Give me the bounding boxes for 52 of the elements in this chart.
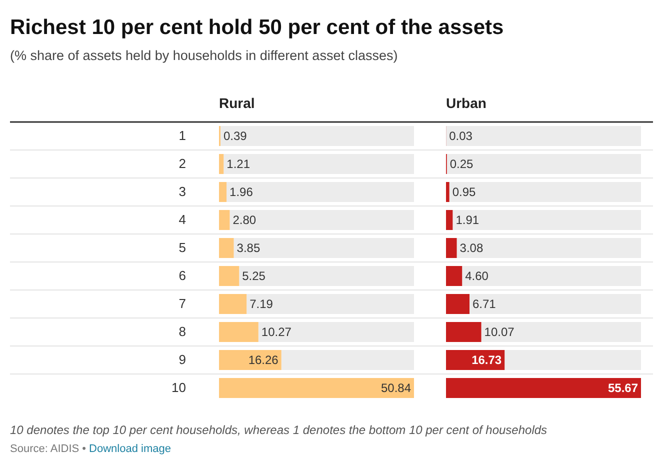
y-tick-label: 2 xyxy=(178,156,186,171)
data-label: 55.67 xyxy=(608,381,638,395)
y-tick-label: 3 xyxy=(178,184,186,199)
data-label: 0.03 xyxy=(449,129,473,143)
bar xyxy=(446,322,482,342)
bar xyxy=(446,294,470,314)
data-label: 10.27 xyxy=(261,325,292,339)
data-label: 0.95 xyxy=(452,185,476,199)
data-label: 16.26 xyxy=(248,353,279,367)
bar xyxy=(219,322,258,342)
data-label: 7.19 xyxy=(250,297,274,311)
data-label: 50.84 xyxy=(380,381,412,395)
data-label: 3.08 xyxy=(460,241,484,255)
source-note: Source: AIDIS • xyxy=(10,443,86,455)
bar xyxy=(219,154,224,174)
bar xyxy=(446,378,641,398)
bar xyxy=(446,210,453,230)
bar xyxy=(219,238,234,258)
bar xyxy=(446,238,457,258)
y-tick-label: 8 xyxy=(178,324,186,339)
x-axis-title: Rural xyxy=(219,95,255,111)
text: Download image xyxy=(86,443,171,455)
data-label: 2.80 xyxy=(232,213,256,227)
data-label: 1.96 xyxy=(230,185,254,199)
data-label: 16.73 xyxy=(472,353,502,367)
y-tick-label: 9 xyxy=(178,352,186,367)
bar xyxy=(446,182,450,202)
y-tick-label: 5 xyxy=(178,240,186,255)
data-label: 1.21 xyxy=(226,157,250,171)
bar xyxy=(219,182,227,202)
data-label: 6.71 xyxy=(472,297,496,311)
chart-subtitle: (% share of assets held by households in different asset classes) xyxy=(10,48,398,63)
bar xyxy=(219,294,247,314)
y-tick-label: 10 xyxy=(172,380,186,395)
y-tick-label: 7 xyxy=(178,296,186,311)
data-label: 3.85 xyxy=(236,241,260,255)
bar xyxy=(219,210,230,230)
data-label: 4.60 xyxy=(465,269,489,283)
data-label: 1.91 xyxy=(456,213,480,227)
bar xyxy=(219,378,414,398)
data-label: 0.39 xyxy=(223,129,248,143)
data-label: 5.25 xyxy=(242,269,266,283)
data-label: 0.25 xyxy=(450,157,474,171)
data-label: 10.07 xyxy=(484,325,515,339)
y-tick-label: 4 xyxy=(178,212,186,227)
x-axis-title: Urban xyxy=(446,95,486,111)
bar xyxy=(446,266,462,286)
y-tick-label: 1 xyxy=(178,128,186,143)
chart-title: Richest 10 per cent hold 50 per cent of the assets xyxy=(10,16,504,39)
bar xyxy=(219,266,240,286)
y-tick-label: 6 xyxy=(178,268,186,283)
text: 10 denotes the top 10 per cent households, whereas 1 denotes the bottom 10 per cent of households xyxy=(10,423,548,437)
